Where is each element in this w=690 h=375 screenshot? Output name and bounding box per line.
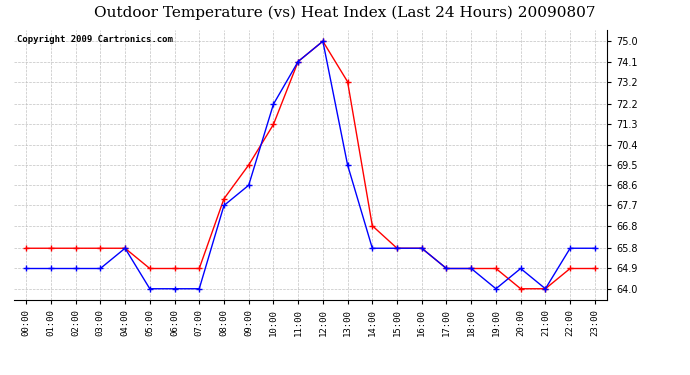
- Text: Outdoor Temperature (vs) Heat Index (Last 24 Hours) 20090807: Outdoor Temperature (vs) Heat Index (Las…: [95, 6, 595, 20]
- Text: Copyright 2009 Cartronics.com: Copyright 2009 Cartronics.com: [17, 35, 172, 44]
